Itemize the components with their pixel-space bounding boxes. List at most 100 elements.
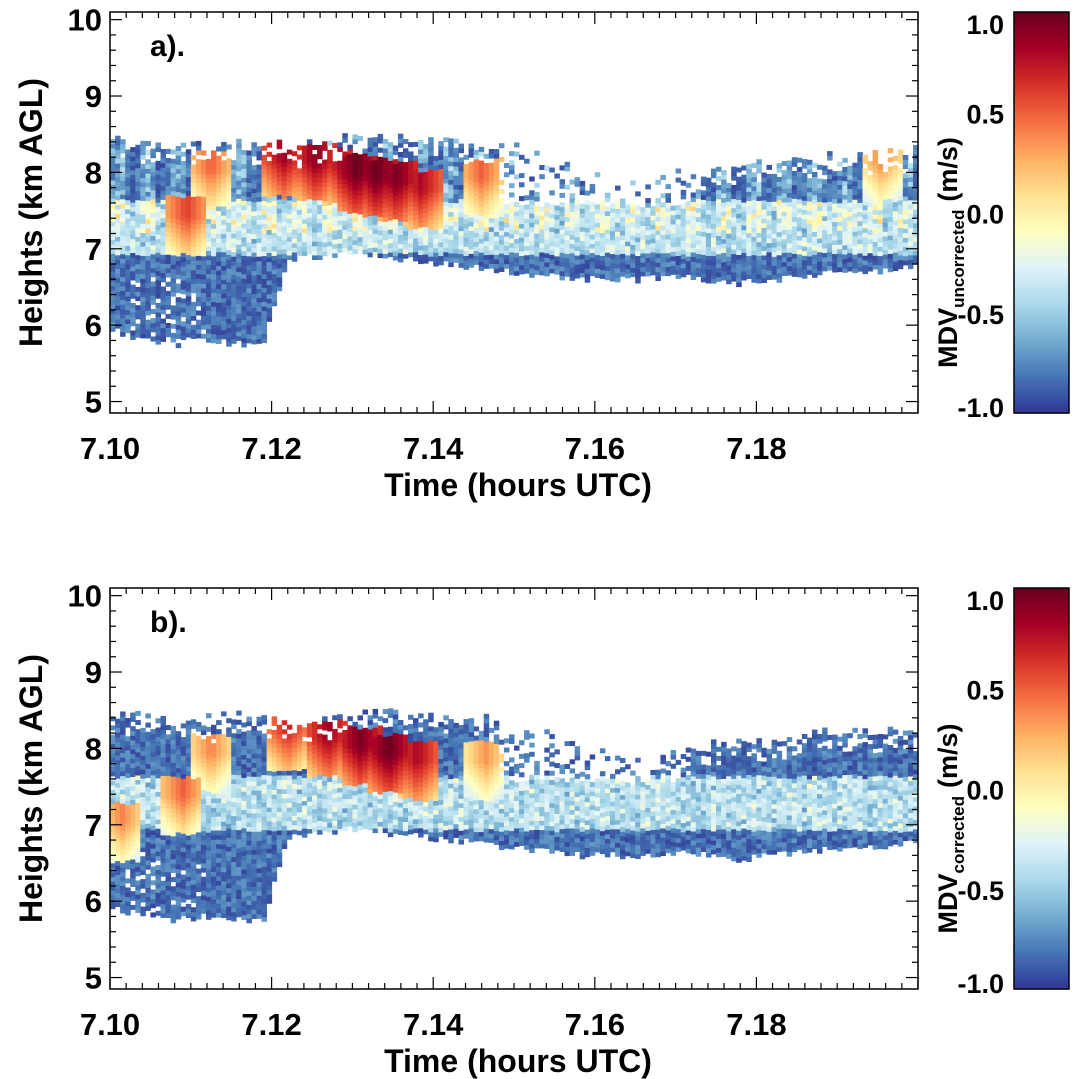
heatmap-cell <box>115 241 121 247</box>
heatmap-cell <box>867 220 873 226</box>
heatmap-cell <box>155 741 161 747</box>
heatmap-cell <box>650 261 656 267</box>
heatmap-cell <box>781 179 788 185</box>
heatmap-cell <box>165 245 171 251</box>
heatmap-cell <box>221 274 227 280</box>
heatmap-cell <box>771 238 778 243</box>
heatmap-cell <box>690 215 697 221</box>
heatmap-cell <box>882 263 889 269</box>
heatmap-cell <box>443 219 449 225</box>
heatmap-cell <box>180 161 187 166</box>
heatmap-cell <box>130 215 136 221</box>
heatmap-cell <box>882 181 889 187</box>
heatmap-cell <box>216 316 222 321</box>
heatmap-cell <box>756 196 762 201</box>
heatmap-cell <box>256 242 262 248</box>
heatmap-cell <box>519 232 525 238</box>
heatmap-cell <box>675 177 682 183</box>
heatmap-cell <box>140 870 146 875</box>
heatmap-cell <box>579 212 586 218</box>
heatmap-cell <box>155 828 161 834</box>
heatmap-cell <box>882 231 889 237</box>
heatmap-cell <box>110 299 116 305</box>
heatmap-cell <box>832 185 838 190</box>
heatmap-cell <box>185 318 192 324</box>
heatmap-cell <box>120 711 126 717</box>
heatmap-cell <box>544 243 550 249</box>
heatmap-cell <box>458 175 464 181</box>
colorbar-segment <box>1014 252 1069 257</box>
heatmap-cell <box>145 832 151 838</box>
heatmap-cell <box>433 160 439 166</box>
heatmap-cell <box>519 246 525 252</box>
heatmap-cell <box>120 757 126 763</box>
heatmap-cell <box>438 205 444 211</box>
colorbar-segment <box>1014 45 1069 50</box>
heatmap-cell <box>190 155 197 161</box>
heatmap-cell <box>236 221 242 227</box>
heatmap-cell <box>160 729 166 735</box>
heatmap-cell <box>332 216 338 222</box>
heatmap-cell <box>574 218 581 224</box>
heatmap-cell <box>170 250 177 256</box>
heatmap-cell <box>251 256 257 262</box>
heatmap-cell <box>827 233 833 239</box>
heatmap-cell <box>261 278 267 284</box>
heatmap-cell <box>549 204 555 210</box>
heatmap-cell <box>301 237 308 243</box>
colorbar-segment <box>1014 22 1069 26</box>
heatmap-cell <box>170 918 177 924</box>
heatmap-cell <box>276 194 283 200</box>
heatmap-cell <box>493 167 500 173</box>
heatmap-cell <box>286 163 293 169</box>
heatmap-cell <box>160 185 166 191</box>
heatmap-cell <box>897 209 904 215</box>
heatmap-cell <box>418 162 424 168</box>
heatmap-cell <box>382 166 389 172</box>
heatmap-cell <box>524 250 530 256</box>
heatmap-cell <box>195 287 202 293</box>
heatmap-cell <box>761 204 767 210</box>
heatmap-cell <box>443 224 449 230</box>
heatmap-cell <box>256 228 262 234</box>
heatmap-cell <box>352 226 358 232</box>
heatmap-cell <box>498 239 505 245</box>
heatmap-cell <box>155 745 161 751</box>
heatmap-cell <box>256 164 262 170</box>
heatmap-cell <box>246 329 252 335</box>
heatmap-cell <box>827 247 833 253</box>
heatmap-cell <box>140 856 146 862</box>
heatmap-cell <box>190 242 197 248</box>
heatmap-cell <box>115 778 121 784</box>
heatmap-cell <box>620 207 626 213</box>
heatmap-cell <box>579 222 586 228</box>
heatmap-cell <box>140 773 146 779</box>
heatmap-cell <box>817 178 823 184</box>
heatmap-cell <box>387 210 394 216</box>
heatmap-cell <box>635 278 641 284</box>
heatmap-cell <box>236 303 242 309</box>
heatmap-cell <box>438 209 444 215</box>
heatmap-cell <box>756 223 762 229</box>
heatmap-cell <box>150 894 156 900</box>
heatmap-cell <box>857 179 863 185</box>
heatmap-cell <box>559 266 565 272</box>
heatmap-cell <box>160 885 166 891</box>
heatmap-cell <box>165 812 171 818</box>
heatmap-cell <box>170 748 177 754</box>
heatmap-cell <box>266 238 273 244</box>
heatmap-cell <box>130 293 136 299</box>
heatmap-cell <box>342 133 348 139</box>
heatmap-cell <box>200 265 207 271</box>
heatmap-cell <box>271 209 278 215</box>
heatmap-cell <box>514 174 520 180</box>
heatmap-cell <box>140 805 146 811</box>
heatmap-cell <box>559 238 565 244</box>
heatmap-cell <box>271 182 278 188</box>
heatmap-cell <box>170 812 177 818</box>
heatmap-cell <box>756 182 762 188</box>
heatmap-cell <box>367 151 374 157</box>
heatmap-cell <box>190 288 197 294</box>
heatmap-cell <box>771 247 778 253</box>
heatmap-cell <box>852 217 858 223</box>
